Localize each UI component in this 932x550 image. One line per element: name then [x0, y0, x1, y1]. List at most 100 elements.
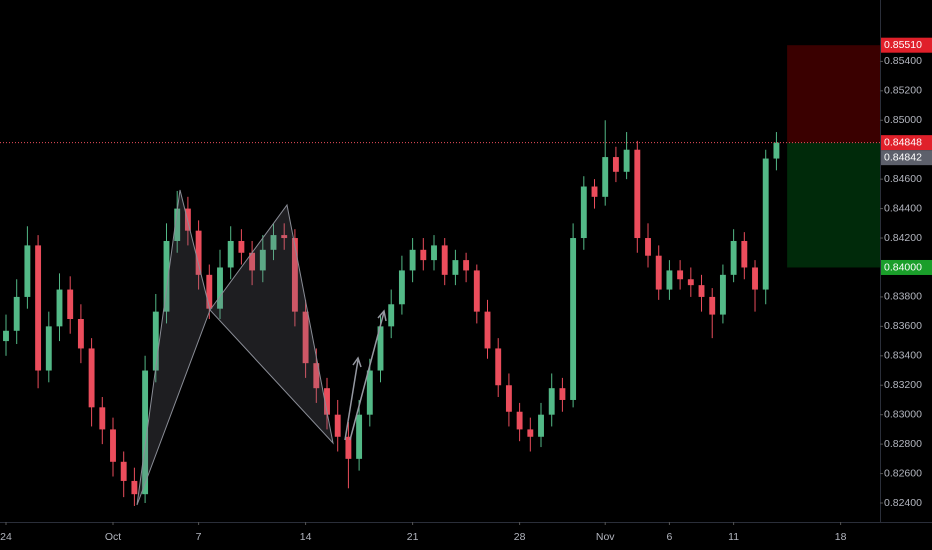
last-price-label: 0.84848 [884, 136, 922, 148]
y-tick-label: 0.83000 [884, 408, 922, 420]
stop-price-label: 0.85510 [884, 39, 922, 51]
candle-body [730, 240, 737, 275]
candle-body [24, 245, 31, 297]
candle-body [559, 388, 566, 400]
y-tick-label: 0.84600 [884, 173, 922, 185]
candle-body [645, 238, 651, 256]
arrow [349, 311, 385, 441]
candle-body [612, 157, 619, 172]
x-tick-label: Oct [105, 531, 121, 543]
candle-body [174, 208, 181, 241]
candle-body [302, 311, 309, 364]
arrow [344, 359, 359, 441]
candle-body [3, 330, 9, 342]
candle-body [281, 235, 288, 239]
candle-body [516, 411, 523, 430]
x-tick-label: 11 [728, 531, 739, 543]
candle-body [409, 249, 416, 271]
x-tick-label: 14 [300, 531, 312, 543]
target-zone [787, 142, 880, 268]
candle-body [698, 285, 705, 297]
candle-body [602, 157, 609, 197]
x-tick-label: 6 [666, 531, 672, 543]
candle-body [227, 240, 234, 268]
candle-body [452, 260, 459, 275]
candle-body [505, 385, 512, 412]
candle-body [163, 240, 170, 312]
candle-body [120, 461, 127, 481]
candle-body [206, 274, 213, 309]
candle-body [345, 436, 352, 459]
y-tick-label: 0.83800 [884, 291, 922, 303]
y-tick-label: 0.83200 [884, 379, 922, 391]
candle-body [291, 238, 298, 312]
x-tick-label: 7 [196, 531, 202, 543]
stop-price-badge [881, 37, 932, 53]
candle-body [398, 270, 405, 305]
candle-body [441, 245, 448, 275]
y-tick-label: 0.82600 [884, 467, 922, 479]
candle-body [13, 296, 20, 331]
candle-body [324, 388, 330, 415]
y-tick-label: 0.85200 [884, 85, 922, 97]
y-tick-label: 0.83400 [884, 350, 922, 362]
candle-body [655, 255, 662, 290]
x-tick-label: 28 [514, 531, 526, 543]
y-tick-label: 0.85000 [884, 114, 922, 126]
candle-body [538, 414, 544, 437]
y-tick-label: 0.84400 [884, 202, 922, 214]
x-tick-label: 21 [407, 531, 419, 543]
candle-body [259, 249, 266, 271]
candle-body [484, 311, 491, 349]
x-tick-label: 18 [835, 531, 847, 543]
y-tick-label: 0.84200 [884, 232, 922, 244]
candle-body [377, 326, 384, 371]
y-tick-label: 0.82400 [884, 497, 922, 509]
candle-body [356, 414, 363, 459]
candle-body [88, 348, 95, 408]
candle-body [270, 235, 277, 250]
candle-body [666, 270, 673, 290]
pattern-drawings [136, 189, 387, 506]
candle-body [473, 270, 480, 312]
y-tick-label: 0.82800 [884, 438, 922, 450]
candle-body [56, 289, 63, 327]
candle-body [709, 296, 716, 315]
candle-body [99, 407, 106, 430]
candle-body [152, 311, 159, 371]
candle-body [677, 270, 684, 280]
candle-body [131, 480, 138, 495]
last-price-badge [881, 135, 932, 151]
candle-body [110, 429, 116, 462]
candle-body [463, 260, 470, 271]
candle-body [238, 240, 245, 253]
bid-price-badge [881, 150, 932, 166]
candle-body [623, 149, 630, 172]
candle-body [687, 279, 694, 286]
candle-body [548, 388, 555, 415]
candle-body [773, 142, 780, 159]
candle-body [762, 158, 769, 290]
candle-body [719, 274, 726, 315]
bid-price-label: 0.84842 [884, 151, 922, 163]
candle-body [527, 429, 534, 437]
candle-body [142, 370, 149, 495]
candle-body [495, 348, 502, 386]
candle-body [388, 304, 395, 327]
candles [3, 120, 780, 506]
candle-body [366, 370, 373, 415]
target-price-label: 0.84000 [884, 261, 922, 273]
candle-body [35, 245, 42, 371]
y-tick-label: 0.83600 [884, 320, 922, 332]
candle-body [217, 267, 223, 309]
pattern-bcd [209, 203, 334, 445]
stop-zone [787, 45, 880, 143]
candle-body [634, 149, 641, 239]
candle-body [249, 252, 256, 271]
candle-body [195, 230, 202, 275]
target-price-badge [881, 259, 932, 275]
arrow-head [352, 356, 362, 368]
candle-body [313, 363, 320, 389]
candle-body [752, 267, 758, 290]
candle-body [45, 326, 52, 371]
